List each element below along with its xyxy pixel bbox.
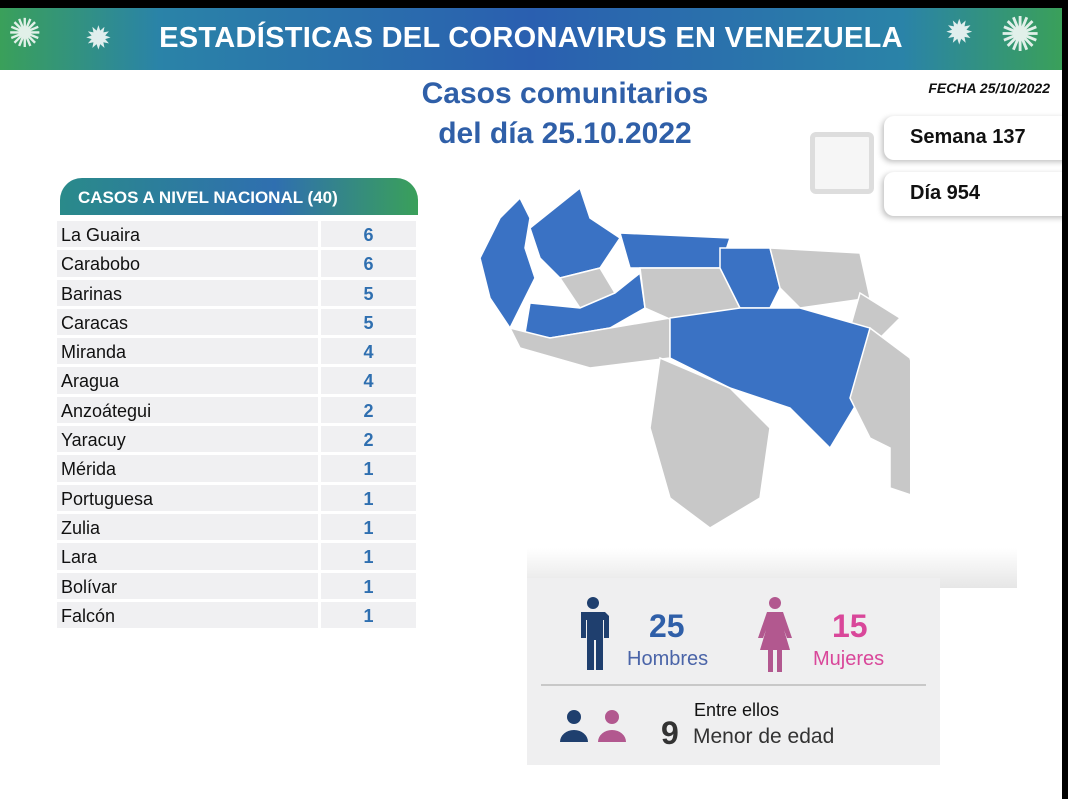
case-count: 5 xyxy=(321,279,416,306)
virus-icon: ✹ xyxy=(85,20,112,56)
state-name: Aragua xyxy=(57,367,318,394)
case-count: 2 xyxy=(321,426,416,453)
infographic: ✺ ✹ ESTADÍSTICAS DEL CORONAVIRUS EN VENE… xyxy=(0,8,1062,799)
case-count: 4 xyxy=(321,338,416,365)
venezuela-map xyxy=(479,186,910,529)
state-name: La Guaira xyxy=(57,221,318,248)
men-label: Hombres xyxy=(627,648,709,670)
state-name: Bolívar xyxy=(57,572,318,599)
case-count: 4 xyxy=(321,367,416,394)
state-name: Falcón xyxy=(57,601,318,629)
case-count: 1 xyxy=(321,601,416,629)
table-row: Aragua 4 xyxy=(57,367,419,396)
table-row: Miranda 4 xyxy=(57,338,419,367)
subtitle-line-1: Casos comunitarios xyxy=(421,77,709,110)
women-label: Mujeres xyxy=(813,648,885,670)
table-row: Mérida 1 xyxy=(57,455,419,484)
state-name: Miranda xyxy=(57,338,318,365)
state-region-zulia xyxy=(479,196,536,330)
minors-icon xyxy=(560,710,626,742)
week-badge: Semana 137 xyxy=(884,116,1062,160)
case-count: 1 xyxy=(321,543,416,570)
table-row: La Guaira 6 xyxy=(57,221,419,250)
case-count: 1 xyxy=(321,572,416,599)
stats-panel: 25 Hombres 15 Mujeres Entre ellos 9 Meno… xyxy=(527,578,940,765)
table-row: Zulia 1 xyxy=(57,513,419,543)
minors-label: Menor de edad xyxy=(693,725,835,748)
day-badge: Día 954 xyxy=(884,172,1062,216)
table-row: Lara 1 xyxy=(57,543,419,572)
state-name: Zulia xyxy=(57,513,318,541)
state-region-north-central xyxy=(618,232,732,269)
divider xyxy=(541,684,926,686)
table-row: Caracas 5 xyxy=(57,308,419,338)
woman-icon xyxy=(758,597,792,672)
virus-icon: ✹ xyxy=(945,14,974,52)
man-icon xyxy=(581,597,609,670)
women-count: 15 xyxy=(832,608,868,644)
table-header: CASOS A NIVEL NACIONAL (40) xyxy=(60,178,418,215)
case-count: 5 xyxy=(321,308,416,336)
men-count: 25 xyxy=(649,608,685,644)
table-row: Anzoátegui 2 xyxy=(57,396,419,426)
table-row: Portuguesa 1 xyxy=(57,484,419,514)
banner: ✺ ✹ ESTADÍSTICAS DEL CORONAVIRUS EN VENE… xyxy=(0,8,1062,70)
state-name: Carabobo xyxy=(57,250,318,277)
state-region-monagas-sucre xyxy=(769,247,871,309)
case-count: 6 xyxy=(321,250,416,277)
state-name: Anzoátegui xyxy=(57,396,318,424)
state-region-amazonas xyxy=(649,356,771,529)
cases-table: La Guaira 6 Carabobo 6 Barinas 5 Caracas 5 Miran… xyxy=(57,221,419,631)
subtitle: Casos comunitarios del día 25.10.2022 xyxy=(380,74,750,154)
calendar-icon xyxy=(810,132,874,194)
state-region-falcon-lara-west xyxy=(529,186,622,279)
minors-count: 9 xyxy=(661,715,679,751)
case-count: 1 xyxy=(321,484,416,511)
minors-intro: Entre ellos xyxy=(694,700,780,720)
case-count: 6 xyxy=(321,221,416,248)
table-row: Yaracuy 2 xyxy=(57,426,419,455)
state-name: Barinas xyxy=(57,279,318,306)
virus-icon: ✺ xyxy=(8,12,42,56)
table-row: Falcón 1 xyxy=(57,601,419,631)
table-row: Barinas 5 xyxy=(57,279,419,309)
table-row: Carabobo 6 xyxy=(57,250,419,279)
subtitle-line-2: del día 25.10.2022 xyxy=(438,117,692,150)
table-row: Bolívar 1 xyxy=(57,572,419,602)
state-region-guayana-esequiba xyxy=(849,326,910,496)
case-count: 2 xyxy=(321,396,416,424)
virus-icon: ✺ xyxy=(1000,9,1041,62)
state-name: Mérida xyxy=(57,455,318,482)
state-region-bolivar xyxy=(669,307,871,450)
case-count: 1 xyxy=(321,455,416,482)
state-name: Caracas xyxy=(57,308,318,336)
date-label: FECHA 25/10/2022 xyxy=(928,80,1050,96)
case-count: 1 xyxy=(321,513,416,541)
state-name: Portuguesa xyxy=(57,484,318,511)
state-name: Lara xyxy=(57,543,318,570)
state-name: Yaracuy xyxy=(57,426,318,453)
banner-title: ESTADÍSTICAS DEL CORONAVIRUS EN VENEZUEL… xyxy=(159,22,903,54)
